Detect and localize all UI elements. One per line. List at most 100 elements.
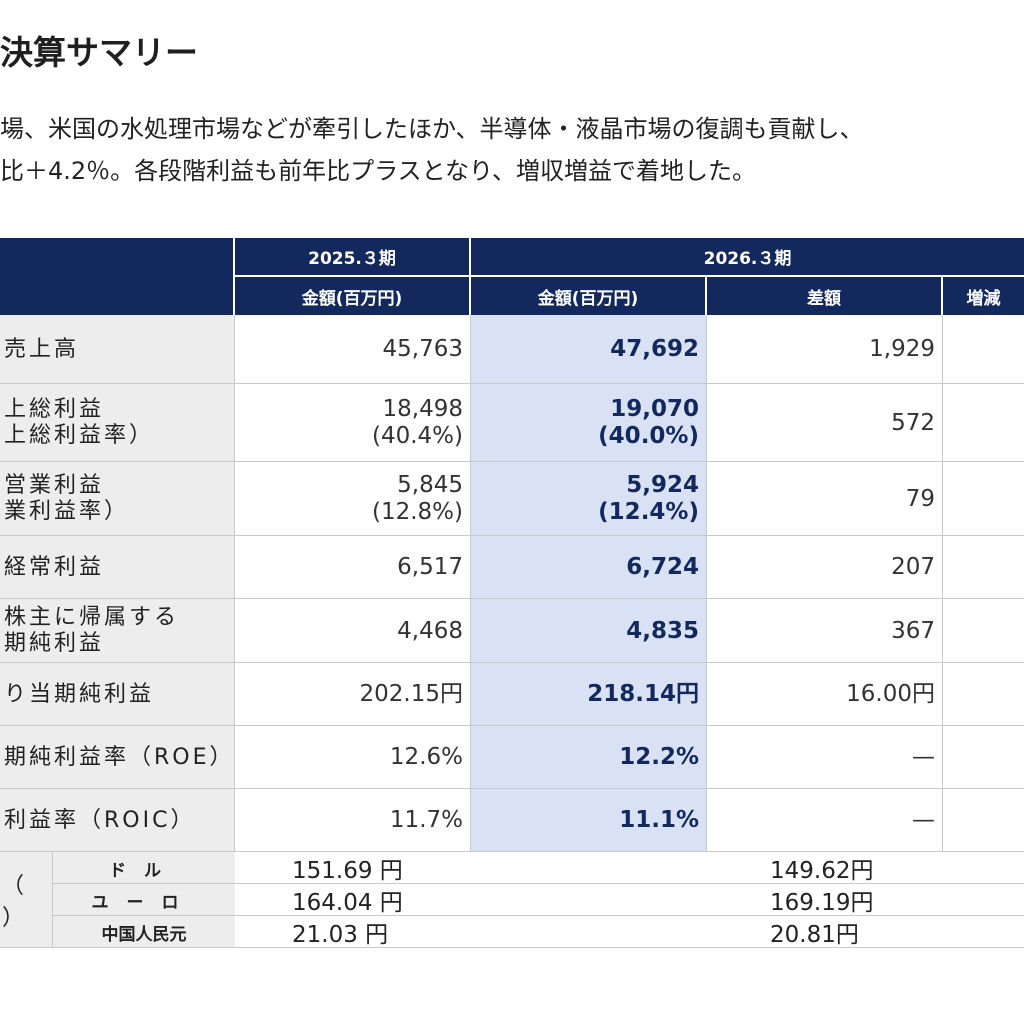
prev-value-line: 11.7% [389, 807, 463, 833]
curr-value-line: 5,924 [626, 472, 699, 498]
column-divider [942, 315, 943, 852]
column-divider [706, 315, 707, 852]
curr-value-line: (12.4%) [598, 499, 699, 525]
row-divider [0, 788, 1024, 789]
change-cell-1 [943, 315, 1024, 384]
diff-value-7: — [707, 726, 943, 789]
row-label-line: 期純利益率（ROE） [4, 744, 229, 770]
row-label-line: 上総利益 [4, 397, 105, 422]
row-divider [0, 461, 1024, 462]
fx-side-text: ） [2, 906, 25, 931]
row-label-3: 営業利益 業利益率） [0, 462, 235, 536]
diff-value-text: 16.00円 [846, 681, 935, 707]
diff-value-text: 367 [891, 617, 935, 644]
fx-row-divider [53, 915, 1024, 916]
summary-line-1: 場、米国の水処理市場などが牽引したほか、半導体・液晶市場の復調も貢献し、 [0, 115, 864, 143]
curr-value-4: 6,724 [471, 536, 707, 599]
diff-value-2: 572 [707, 384, 943, 462]
diff-value-3: 79 [707, 462, 943, 536]
sub-header-1: 金額(百万円) [235, 277, 469, 315]
row-label-line: 株主に帰属する [4, 605, 180, 630]
row-label-line: 業利益率） [4, 499, 130, 524]
curr-value-line: 12.2% [619, 744, 699, 770]
prev-value-line: 202.15円 [359, 681, 463, 707]
curr-value-line: 11.1% [619, 807, 699, 833]
curr-value-6: 218.14円 [471, 663, 707, 726]
row-label-7: 期純利益率（ROE） [0, 726, 235, 789]
diff-value-text: 207 [891, 554, 935, 580]
prev-value-1: 45,763 [235, 315, 471, 384]
diff-value-1: 1,929 [707, 315, 943, 384]
row-label-line: 営業利益 [4, 473, 105, 498]
diff-value-text: 572 [891, 409, 935, 436]
diff-value-text: 1,929 [869, 336, 935, 362]
prev-value-line: 45,763 [382, 336, 463, 362]
diff-value-5: 367 [707, 599, 943, 663]
row-label-line: 経常利益 [4, 554, 105, 580]
row-label-line: 上総利益率） [4, 423, 155, 448]
prev-value-line: 12.6% [389, 744, 463, 770]
fx-row-divider [53, 883, 1024, 884]
curr-value-7: 12.2% [471, 726, 707, 789]
change-cell-5 [943, 599, 1024, 663]
curr-value-5: 4,835 [471, 599, 707, 663]
fx-curr-2: 169.19円 [770, 890, 874, 916]
prev-value-8: 11.7% [235, 789, 471, 852]
row-label-line: 利益率（ROIC） [4, 807, 196, 833]
row-label-8: 利益率（ROIC） [0, 789, 235, 852]
row-divider [0, 598, 1024, 599]
diff-value-text: — [912, 807, 935, 833]
row-label-4: 経常利益 [0, 536, 235, 599]
sub-header-4: 増減 [943, 277, 1024, 315]
row-divider [0, 725, 1024, 726]
curr-value-1: 47,692 [471, 315, 707, 384]
prev-value-line: (40.4%) [371, 423, 463, 449]
curr-value-2: 19,070 (40.0%) [471, 384, 707, 462]
row-divider [0, 383, 1024, 384]
change-cell-8 [943, 789, 1024, 852]
row-divider [0, 535, 1024, 536]
prev-value-line: (12.8%) [371, 499, 463, 525]
fx-curr-1: 149.62円 [770, 858, 874, 884]
fx-side-text: （ [2, 874, 25, 899]
fx-prev-1: 151.69 円 [292, 858, 403, 884]
sub-header-2: 金額(百万円) [471, 277, 705, 315]
table-bottom-border [0, 947, 1024, 948]
row-label-6: り当期純利益 [0, 663, 235, 726]
prev-value-6: 202.15円 [235, 663, 471, 726]
row-label-1: 売上高 [0, 315, 235, 384]
sub-header-3: 差額 [707, 277, 941, 315]
column-divider [234, 315, 235, 852]
row-label-line: り当期純利益 [4, 681, 155, 707]
row-label-2: 上総利益 上総利益率） [0, 384, 235, 462]
curr-value-line: 218.14円 [587, 681, 699, 707]
period-header-prev: 2025.３期 [235, 238, 469, 275]
diff-value-6: 16.00円 [707, 663, 943, 726]
fx-prev-3: 21.03 円 [292, 922, 389, 948]
prev-value-line: 6,517 [397, 554, 463, 580]
diff-value-text: 79 [905, 485, 935, 512]
change-cell-2 [943, 384, 1024, 462]
prev-value-line: 5,845 [397, 472, 463, 498]
summary-line-2: 比＋4.2％。各段階利益も前年比プラスとなり、増収増益で着地した。 [0, 157, 757, 185]
prev-value-7: 12.6% [235, 726, 471, 789]
prev-value-line: 18,498 [382, 396, 463, 422]
header-corner [0, 238, 233, 315]
curr-value-line: 47,692 [610, 336, 699, 362]
fx-currency-1: ドル [53, 852, 235, 884]
change-cell-6 [943, 663, 1024, 726]
period-header-curr: 2026.３期 [471, 238, 1024, 275]
curr-value-line: (40.0%) [598, 423, 699, 449]
prev-value-5: 4,468 [235, 599, 471, 663]
row-divider [0, 851, 1024, 852]
row-label-line: 期純利益 [4, 631, 105, 656]
page-title: 決算サマリー [0, 33, 198, 72]
prev-value-2: 18,498 (40.4%) [235, 384, 471, 462]
prev-value-line: 4,468 [397, 617, 463, 644]
change-cell-3 [943, 462, 1024, 536]
curr-value-3: 5,924 (12.4%) [471, 462, 707, 536]
prev-value-3: 5,845 (12.8%) [235, 462, 471, 536]
column-divider [470, 315, 471, 852]
fx-currency-2: ユーロ [53, 884, 235, 916]
